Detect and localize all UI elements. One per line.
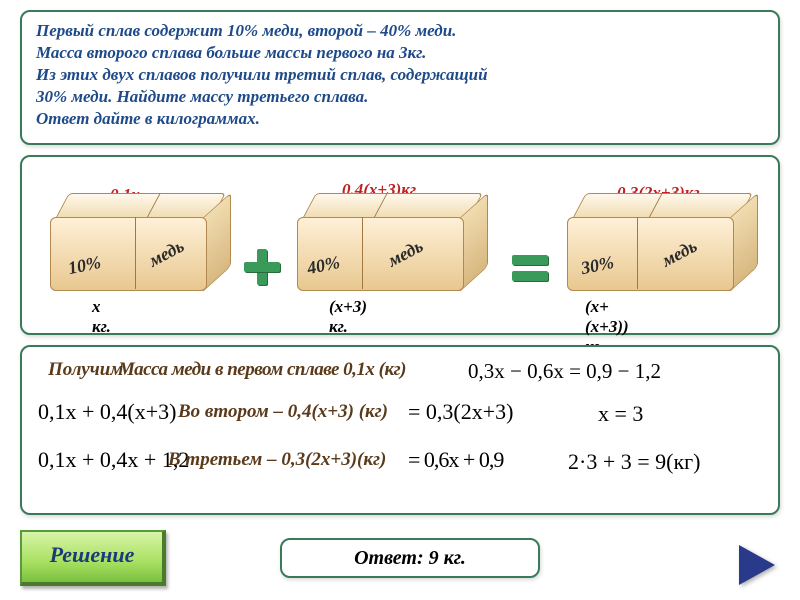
- plus-icon: [244, 249, 280, 285]
- solve-label: Решение: [50, 542, 135, 567]
- work-l1c: 0,3х − 0,6х = 0,9 − 1,2: [468, 359, 661, 384]
- answer-panel: Ответ: 9 кг.: [280, 538, 540, 578]
- diagram-panel: 0,1х кг 10% медь х кг. 0,4(х+3)кг 40% ме…: [20, 155, 780, 335]
- work-l2c: = 0,3(2х+3): [408, 399, 513, 425]
- problem-line3: Из этих двух сплавов получили третий спл…: [36, 64, 764, 86]
- work-l3b: В третьем – 0,3(2х+3)(кг): [168, 449, 386, 471]
- equals-icon: [512, 249, 548, 285]
- work-l2b: Во втором – 0,4(х+3) (кг): [178, 401, 388, 423]
- problem-line4: 30% меди. Найдите массу третьего сплава.: [36, 86, 764, 108]
- problem-line2: Масса второго сплава больше массы первог…: [36, 42, 764, 64]
- xlabel-1: х кг.: [92, 297, 111, 337]
- answer-text: Ответ: 9 кг.: [354, 547, 466, 569]
- xlabel-2: (х+3) кг.: [329, 297, 367, 337]
- work-l1b: Масса меди в первом сплаве 0,1х (кг): [118, 359, 406, 381]
- problem-line1: Первый сплав содержит 10% меди, второй –…: [36, 20, 764, 42]
- problem-line5: Ответ дайте в килограммах.: [36, 108, 764, 130]
- work-l2a: 0,1х + 0,4(х+3): [38, 399, 176, 425]
- work-l3a: 0,1х + 0,4х + 1,2: [38, 447, 189, 473]
- work-l1a: Получим: [48, 359, 123, 381]
- work-l2d: х = 3: [598, 401, 643, 427]
- problem-panel: Первый сплав содержит 10% меди, второй –…: [20, 10, 780, 145]
- solve-button[interactable]: Решение: [20, 530, 166, 586]
- work-panel: Получим Масса меди в первом сплаве 0,1х …: [20, 345, 780, 515]
- work-l3c: = 0,6х + 0,9: [408, 447, 503, 473]
- work-l3d: 2·3 + 3 = 9(кг): [568, 449, 701, 475]
- next-arrow-icon[interactable]: [739, 545, 775, 585]
